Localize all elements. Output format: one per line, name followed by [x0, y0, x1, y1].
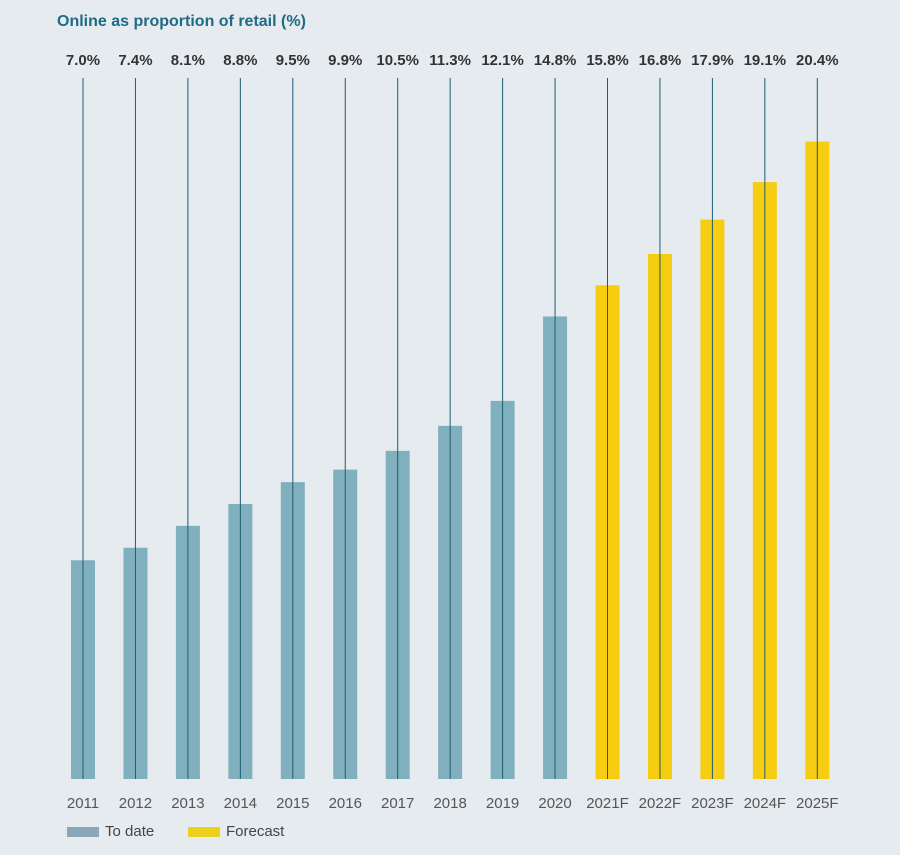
value-label-2014: 8.8% [223, 52, 257, 69]
value-label-2019: 12.1% [481, 52, 524, 69]
value-label-2018: 11.3% [429, 52, 471, 69]
value-label-2015: 9.5% [276, 52, 310, 69]
chart-title: Online as proportion of retail (%) [57, 13, 306, 30]
x-tick-label-2025f: 2025F [796, 795, 839, 812]
x-tick-label-2024f: 2024F [744, 795, 787, 812]
value-label-2022f: 16.8% [639, 52, 682, 69]
value-label-2023f: 17.9% [691, 52, 734, 69]
x-tick-label-2015: 2015 [276, 795, 309, 812]
x-tick-label-2016: 2016 [329, 795, 362, 812]
value-label-2013: 8.1% [171, 52, 205, 69]
x-tick-label-2013: 2013 [171, 795, 204, 812]
legend-swatch-to-date [67, 826, 99, 837]
value-label-2020: 14.8% [534, 52, 577, 69]
x-tick-label-2021f: 2021F [586, 795, 629, 812]
legend-label-to-date: To date [105, 823, 155, 840]
x-tick-label-2017: 2017 [381, 795, 414, 812]
value-label-2017: 10.5% [376, 52, 419, 69]
x-tick-label-2023f: 2023F [691, 795, 734, 812]
x-tick-label-2022f: 2022F [639, 795, 682, 812]
x-tick-label-2020: 2020 [538, 795, 571, 812]
x-tick-label-2011: 2011 [67, 795, 99, 812]
value-label-2016: 9.9% [328, 52, 362, 69]
x-tick-label-2014: 2014 [224, 795, 257, 812]
value-label-2025f: 20.4% [796, 52, 839, 69]
x-tick-label-2018: 2018 [433, 795, 466, 812]
value-label-2024f: 19.1% [744, 52, 787, 69]
legend-swatch-forecast [188, 826, 220, 837]
value-label-2011: 7.0% [66, 52, 100, 69]
legend-item-to-date: To date [67, 823, 154, 840]
value-label-2012: 7.4% [118, 52, 152, 69]
x-tick-label-2012: 2012 [119, 795, 152, 812]
value-label-2021f: 15.8% [586, 52, 629, 69]
legend-label-forecast: Forecast [226, 823, 285, 840]
x-tick-label-2019: 2019 [486, 795, 519, 812]
legend-item-forecast: Forecast [188, 823, 284, 840]
